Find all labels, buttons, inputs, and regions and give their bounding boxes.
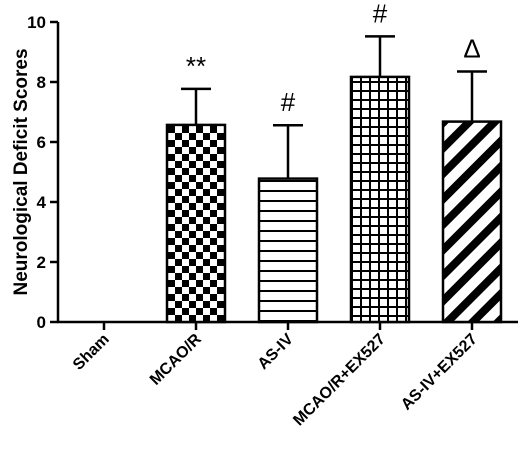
y-tick-label: 10 — [27, 13, 46, 32]
annotations-group: ** # # Δ — [186, 0, 481, 117]
y-axis: 0 2 4 6 8 10 — [27, 13, 60, 332]
y-axis-label: Neurological Deficit Scores — [11, 48, 32, 295]
y-tick-label: 6 — [37, 133, 46, 152]
annotation-4: Δ — [463, 34, 480, 64]
x-tick-label: MCAO/R+EX527 — [290, 331, 389, 430]
annotation-2: # — [281, 87, 296, 117]
bar-1 — [165, 123, 227, 324]
bar-2 — [257, 177, 319, 324]
x-tick-label: Sham — [70, 331, 113, 374]
bar-3 — [349, 75, 411, 324]
annotation-3: # — [373, 0, 388, 28]
y-tick-label: 8 — [37, 73, 46, 92]
y-tick-label: 4 — [37, 193, 47, 212]
bar-4 — [441, 120, 503, 324]
y-tick-label: 2 — [37, 253, 46, 272]
x-tick-label: MCAO/R — [147, 330, 205, 388]
bars-group — [165, 75, 503, 324]
x-tick-label: AS-IV+EX527 — [398, 331, 481, 414]
annotation-1: ** — [186, 51, 206, 81]
x-tick-label: AS-IV — [255, 331, 297, 373]
error-bars-group — [181, 35, 487, 179]
y-tick-label: 0 — [37, 313, 46, 332]
